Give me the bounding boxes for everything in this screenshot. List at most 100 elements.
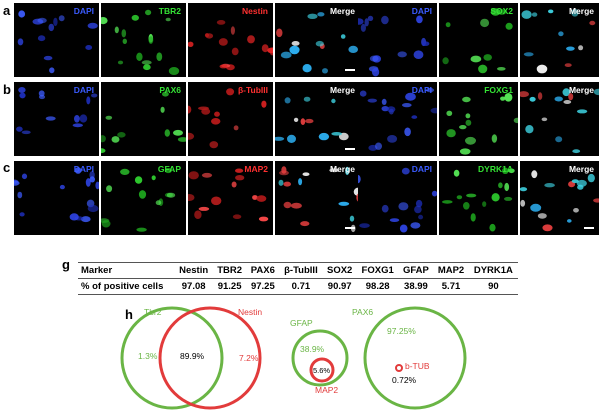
- cell: [465, 113, 471, 119]
- cell: [173, 129, 183, 136]
- panel-label-g: g: [62, 257, 70, 272]
- cell: [188, 171, 199, 180]
- cell: [593, 198, 599, 203]
- cell: [430, 107, 437, 114]
- image-dapi: DAPI: [358, 161, 437, 235]
- cell: [91, 93, 98, 98]
- cell: [554, 96, 563, 102]
- cell: [19, 92, 26, 99]
- table-cell: 90.97: [322, 278, 357, 295]
- image-map2: MAP2: [188, 161, 273, 235]
- cell: [564, 63, 572, 67]
- cell: [397, 51, 407, 58]
- cell: [235, 168, 244, 173]
- cell: [111, 136, 120, 143]
- cell: [209, 141, 219, 149]
- cell: [53, 17, 58, 27]
- cell: [544, 183, 555, 188]
- channel-label: Merge: [329, 164, 355, 174]
- cell: [87, 204, 99, 213]
- cell: [300, 118, 306, 125]
- cell: [290, 202, 302, 209]
- cell: [117, 60, 124, 65]
- cell-blobs: [16, 87, 98, 135]
- cell-blobs: [188, 88, 267, 149]
- cell: [446, 110, 453, 116]
- cell: [482, 201, 487, 207]
- cell-blobs: [359, 87, 437, 151]
- pax6-pct: 97.25%: [387, 326, 416, 336]
- cell: [490, 8, 501, 16]
- cell: [136, 52, 143, 61]
- table-cell: 0.71: [279, 278, 323, 295]
- cell: [359, 223, 370, 228]
- table-cell: 90: [468, 278, 518, 295]
- table-cell: β-TubIII: [279, 262, 323, 279]
- cell-blobs: [358, 15, 430, 77]
- tbr2-circle: [120, 306, 224, 410]
- cell-blobs: [276, 12, 358, 74]
- channel-label: Merge: [568, 6, 594, 16]
- cell: [571, 8, 579, 17]
- marker-table: Marker Nestin TBR2 PAX6 β-TubIII SOX2 FO…: [78, 262, 518, 295]
- cell-blobs: [520, 170, 599, 232]
- nestin-circle: [158, 306, 262, 410]
- cell: [508, 168, 515, 174]
- image-merge: Merge: [275, 82, 360, 156]
- cell: [525, 125, 534, 134]
- cell: [502, 167, 509, 174]
- cell: [16, 126, 23, 132]
- cell: [318, 132, 330, 141]
- cell: [284, 97, 291, 104]
- cell: [211, 118, 221, 125]
- cell: [188, 132, 195, 140]
- table-cell: 97.08: [174, 278, 213, 295]
- cell-blobs: [520, 88, 599, 154]
- cell: [201, 108, 211, 115]
- cell: [79, 114, 88, 123]
- pax6-circle: [363, 306, 467, 410]
- tbr2-only-pct: 1.3%: [138, 351, 158, 361]
- cell: [219, 64, 228, 69]
- cell: [291, 41, 300, 46]
- cell: [372, 67, 380, 77]
- cell: [283, 201, 292, 209]
- channel-label: DAPI: [411, 6, 432, 16]
- cell: [122, 38, 127, 44]
- gfap-pct: 38.9%: [300, 344, 325, 354]
- cell: [402, 103, 412, 108]
- cell: [101, 17, 108, 25]
- cell: [138, 190, 147, 199]
- cell: [459, 125, 467, 130]
- cell: [322, 68, 328, 74]
- table-row: % of positive cells 97.08 91.25 97.25 0.…: [78, 278, 518, 295]
- cell: [279, 170, 289, 176]
- cell: [358, 175, 361, 184]
- cell: [235, 175, 245, 181]
- cell-blobs: [442, 167, 515, 232]
- cell: [445, 22, 451, 28]
- table-cell: 38.99: [398, 278, 434, 295]
- image-dapi: DAPI: [14, 3, 99, 77]
- cell: [442, 200, 453, 204]
- image-dapi: DAPI: [14, 82, 99, 156]
- image-dapi: DAPI: [14, 161, 99, 235]
- cell: [307, 13, 318, 19]
- scale-bar: [345, 227, 355, 229]
- cell: [87, 22, 98, 29]
- cell-blobs: [101, 9, 180, 75]
- cell: [401, 167, 410, 175]
- cell: [198, 206, 210, 211]
- cell: [587, 173, 595, 183]
- cell: [536, 64, 548, 74]
- cell: [216, 20, 226, 25]
- image-dapi: DAPI: [358, 82, 437, 156]
- cell: [459, 148, 471, 155]
- channel-label: Nestin: [242, 6, 268, 16]
- venn-diagrams: Tbr2 Nestin 1.3% 89.9% 7.2% GFAP 38.9% 5…: [120, 306, 467, 410]
- cell: [117, 132, 126, 138]
- table-cell: GFAP: [398, 262, 434, 279]
- cell: [204, 33, 210, 38]
- cell: [411, 115, 418, 119]
- cell-blobs: [275, 96, 349, 143]
